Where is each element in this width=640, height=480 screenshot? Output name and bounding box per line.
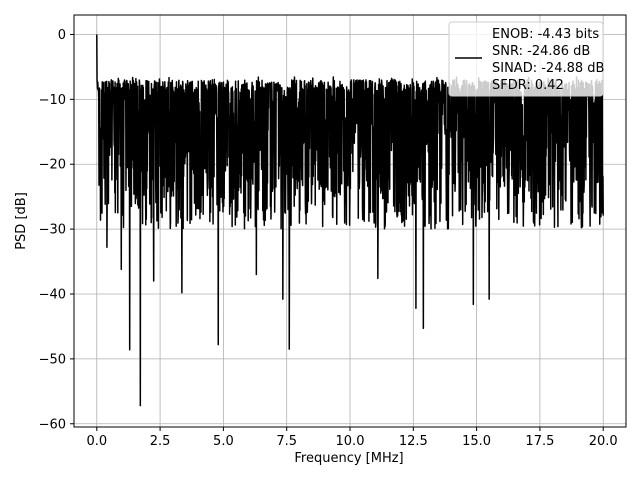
legend-entry-sfdr: SFDR: 0.42 [492,78,564,93]
x-tick-label: 5.0 [213,434,234,449]
x-tick-label: 0.0 [86,434,107,449]
y-tick-label: −50 [39,352,66,367]
y-tick-label: −40 [39,287,66,302]
x-tick-label: 17.5 [525,434,554,449]
x-tick-label: 12.5 [399,434,428,449]
legend-entry-snr: SNR: -24.86 dB [492,44,590,59]
y-axis-label: PSD [dB] [14,192,29,250]
x-tick-label: 2.5 [150,434,171,449]
x-tick-label: 20.0 [589,434,618,449]
x-axis-label: Frequency [MHz] [294,451,403,466]
x-tick-label: 15.0 [462,434,491,449]
y-tick-label: −10 [39,93,66,108]
x-tick-label: 10.0 [336,434,365,449]
y-axis-ticks: 0 −10 −20 −30 −40 −50 −60 [39,28,74,432]
legend-entry-sinad: SINAD: -24.88 dB [492,61,604,76]
y-tick-label: −30 [39,223,66,238]
x-tick-label: 7.5 [276,434,297,449]
x-axis-ticks: 0.0 2.5 5.0 7.5 10.0 12.5 15.0 17.5 20.0 [86,427,618,449]
y-tick-label: 0 [58,28,66,43]
legend-entry-enob: ENOB: -4.43 bits [492,27,599,42]
y-tick-label: −20 [39,158,66,173]
legend-box [448,21,604,97]
y-tick-label: −60 [39,417,66,432]
legend: ENOB: -4.43 bits SNR: -24.86 dB SINAD: -… [448,21,604,97]
